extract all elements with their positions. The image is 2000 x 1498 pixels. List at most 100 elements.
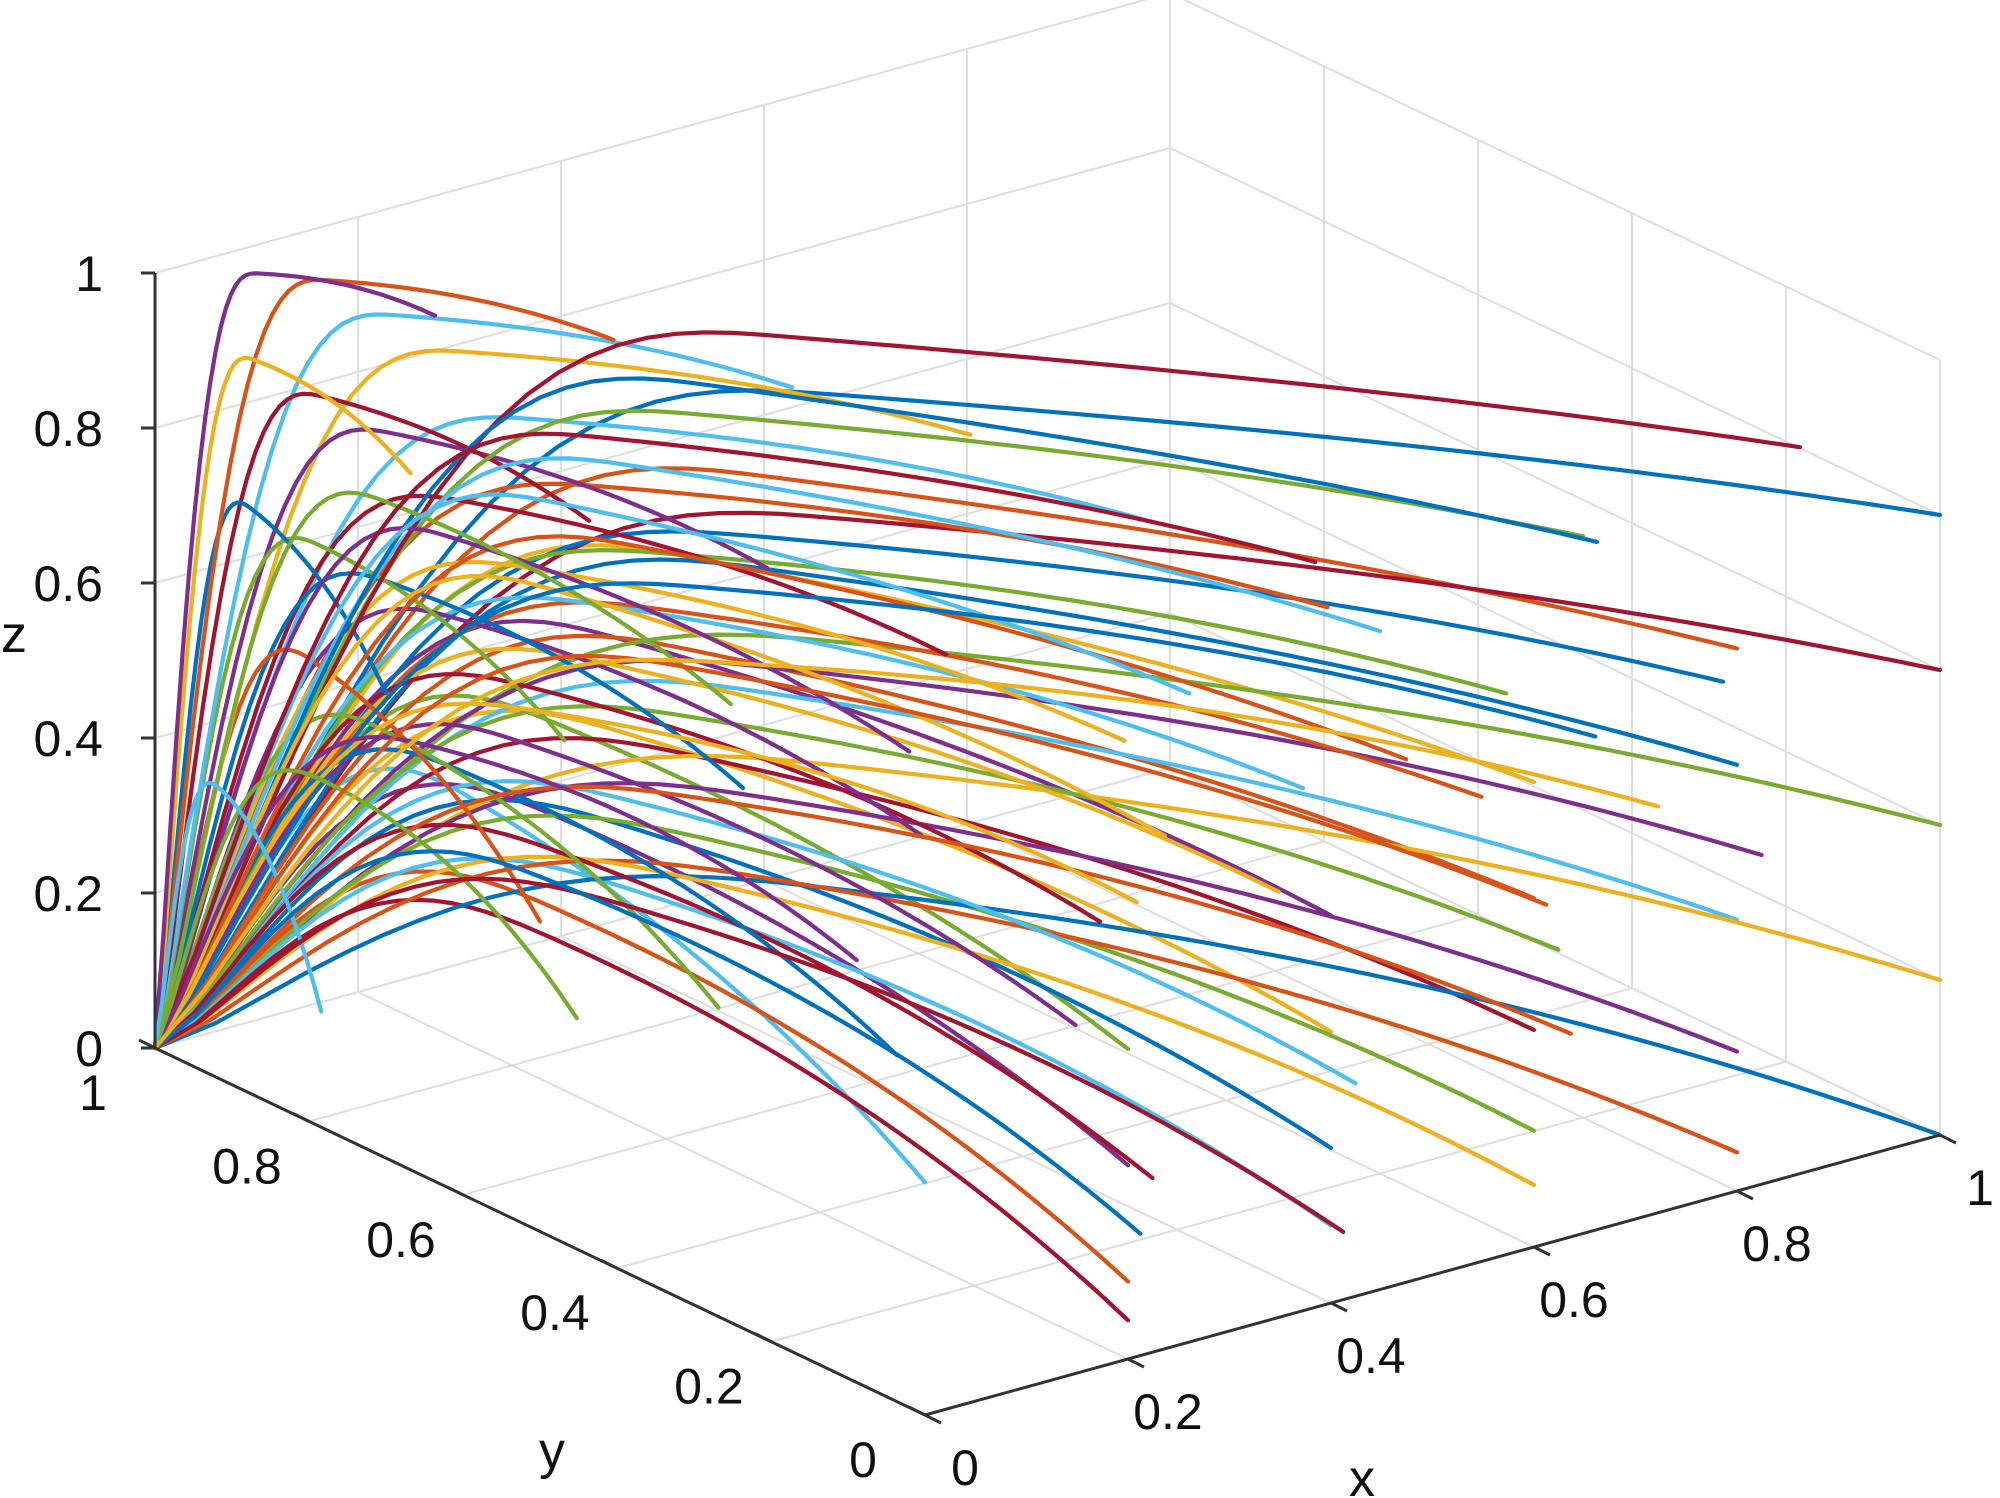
trajectory-line: [152, 784, 1573, 1051]
x-tick-mark: [924, 1413, 942, 1425]
y-axis-label: y: [539, 1422, 565, 1480]
grid-line: [1182, 0, 1941, 361]
x-tick-label: 0.4: [1336, 1328, 1406, 1384]
trajectory-line: [152, 571, 746, 1051]
grid-line: [462, 913, 1479, 1196]
trajectory-line: [152, 701, 1139, 1051]
trajectories: [152, 271, 1943, 1323]
z-tick-label: 1: [75, 246, 103, 302]
trajectory-line: [152, 779, 1358, 1086]
trajectory-line: [152, 633, 1537, 1051]
trajectory-line: [152, 490, 733, 1051]
grid-line: [357, 991, 1129, 1360]
trajectory-line: [152, 647, 543, 1051]
trajectory-line: [152, 869, 1131, 1284]
x-tick-label: 0.2: [1133, 1384, 1203, 1440]
z-tick-label: 0.6: [33, 556, 103, 612]
x-tick-mark: [1533, 1245, 1551, 1257]
grid-line: [154, 767, 1171, 1049]
trajectory-line: [152, 780, 324, 1051]
trajectory-line: [152, 672, 1103, 1051]
trajectory-line: [152, 330, 1803, 1051]
y-tick-label: 0.4: [520, 1285, 590, 1341]
grid-line: [1169, 612, 1941, 981]
y-tick-label: 0.2: [674, 1359, 744, 1415]
grid-line: [616, 987, 1633, 1270]
trajectory-line: [152, 493, 949, 1051]
y-tick-mark: [292, 1112, 310, 1123]
trajectory-line: [152, 534, 1409, 1051]
y-tick-mark: [600, 1258, 618, 1270]
trajectory-line: [152, 388, 1943, 1051]
y-tick-mark: [754, 1332, 772, 1343]
trajectory-line: [152, 657, 1661, 1051]
grid-line: [1169, 147, 1941, 516]
trajectory-line: [152, 312, 795, 1051]
grid-line: [154, 147, 1171, 429]
trajectory-line: [152, 632, 1943, 1051]
trajectory-line: [152, 456, 1383, 1051]
axes: 00.20.40.60.8100.20.40.60.8100.20.40.60.…: [33, 246, 1993, 1496]
trajectory-line: [152, 535, 567, 1051]
y-tick-label: 0: [849, 1432, 877, 1488]
z-tick-label: 0.8: [33, 401, 103, 457]
x-tick-mark: [1939, 1133, 1957, 1145]
z-tick-label: 0.2: [33, 866, 103, 922]
z-axis-label: z: [1, 606, 27, 664]
trajectory-line: [152, 782, 1131, 1168]
y-tick-mark: [908, 1405, 926, 1417]
trajectory-line: [152, 704, 1561, 1051]
trajectory-line: [152, 427, 770, 1051]
grid-line: [763, 879, 1535, 1248]
x-axis-line: [924, 1133, 1941, 1417]
trajectory-line: [152, 734, 859, 1051]
trajectory-line: [152, 376, 1600, 1051]
x-tick-mark: [1127, 1357, 1145, 1369]
trajectory-line: [152, 355, 413, 1051]
trajectory-line: [152, 271, 438, 1051]
z-tick-label: 0: [75, 1021, 103, 1077]
trajectory-line: [152, 822, 1155, 1181]
y-tick-mark: [446, 1185, 464, 1197]
trajectory-line: [152, 753, 1943, 1051]
trajectory-line: [152, 510, 1943, 1051]
trajectory-line: [152, 768, 579, 1051]
x-tick-label: 0.8: [1742, 1216, 1812, 1272]
grid-line: [770, 1060, 1787, 1343]
trajectory-line: [152, 529, 1726, 1051]
trajectory-line: [152, 391, 592, 1051]
trajectory-line: [152, 653, 1549, 1051]
grid-line: [154, 0, 1149, 274]
x-tick-label: 0.6: [1539, 1272, 1609, 1328]
grid-line: [1169, 457, 1941, 826]
trajectory-line: [152, 897, 1131, 1323]
y-tick-label: 1: [79, 1065, 107, 1121]
trajectory-line: [152, 573, 1167, 1051]
x-tick-label: 0: [951, 1440, 979, 1496]
x-tick-label: 1: [1966, 1160, 1994, 1216]
y-tick-label: 0.6: [366, 1212, 436, 1268]
trajectory-line: [152, 431, 1318, 1051]
x-tick-mark: [1736, 1189, 1754, 1201]
grid: [154, 0, 1941, 1416]
trajectory-line: [152, 547, 1509, 1051]
trajectory-line: [152, 415, 1152, 1051]
trajectory-line: [152, 557, 1740, 1051]
grid-line: [1169, 302, 1941, 671]
trajectory-line: [152, 722, 1078, 1051]
grid-line: [966, 823, 1738, 1192]
y-axis-line: [154, 1046, 926, 1417]
trajectory-line: [152, 876, 1346, 1234]
trajectory-line: [152, 854, 1537, 1188]
x-axis-label: x: [1349, 1450, 1375, 1498]
trajectory-line: [152, 678, 1740, 1051]
x-tick-mark: [1330, 1301, 1348, 1313]
trajectory-line: [152, 408, 1586, 1051]
z-tick-label: 0.4: [33, 711, 103, 767]
trajectory-line: [152, 277, 616, 1051]
trajectory-line: [152, 646, 1281, 1051]
axis-labels: x y z: [1, 606, 1375, 1498]
trajectory-line: [152, 797, 1334, 1151]
y-tick-label: 0.8: [212, 1138, 282, 1194]
